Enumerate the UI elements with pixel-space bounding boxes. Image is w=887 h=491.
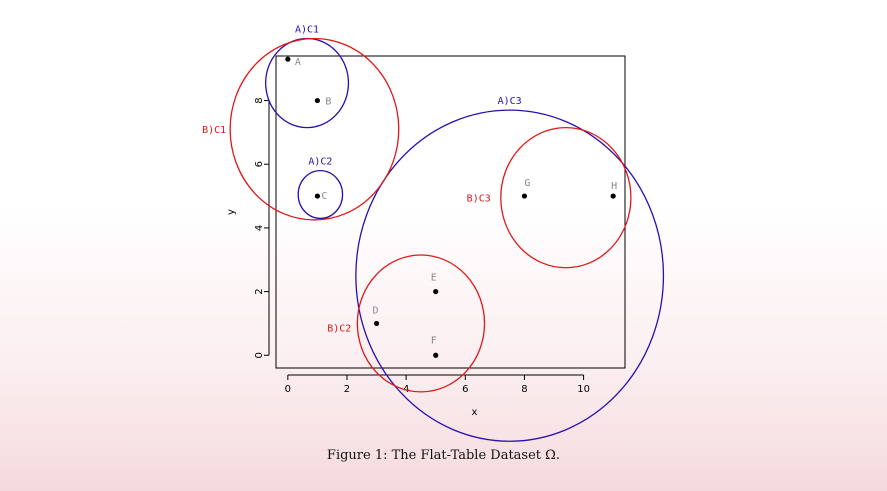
data-point [285,56,291,62]
data-point [610,193,616,199]
x-tick-label: 10 [577,384,590,395]
y-tick-label: 4 [254,225,265,231]
x-tick-label: 0 [285,384,291,395]
cluster-label: A)C2 [308,157,332,168]
x-tick-label: 6 [462,384,468,395]
data-point [314,193,321,199]
point-label: D [373,305,379,316]
data-point [314,97,321,104]
cluster-label: B)C1 [202,125,226,136]
data-point [433,352,439,358]
y-axis: 0 2 4 6 8 [254,97,270,358]
x-tick-label: 8 [521,384,527,395]
point-label: G [524,178,530,189]
x-tick-label: 2 [344,384,350,395]
y-tick-label: 0 [254,352,265,358]
cluster-label: B)C3 [467,194,491,205]
figure-caption: Figure 1: The Flat-Table Dataset Ω. [326,448,561,463]
x-axis: 0 2 4 6 8 10 [285,374,590,395]
point-label: H [611,181,617,192]
y-tick-label: 6 [254,161,265,167]
point-label: A [295,57,301,68]
cluster-circle [355,109,665,442]
x-axis-label: x [472,407,478,418]
data-point [521,193,528,199]
cluster-label: A)C3 [498,96,522,107]
cluster-circle [356,254,486,393]
point-label: C [321,191,327,202]
data-point [373,320,380,327]
y-axis-label: y [226,209,237,215]
cluster-circle [297,169,344,220]
point-label: F [431,335,437,346]
y-tick-label: 2 [254,288,265,294]
data-points: A B C D E F G H [285,56,617,358]
cluster-circle [264,37,350,129]
cluster-label: A)C1 [295,24,319,35]
point-label: E [431,273,437,284]
cluster-circle [500,126,632,269]
cluster-circles: A)C1 A)C2 A)C3 B)C1 B)C2 B)C3 [202,24,665,442]
point-label: B [325,97,331,108]
y-tick-label: 8 [254,97,265,103]
cluster-circle [229,37,400,221]
data-point [433,288,439,295]
plot-area [275,55,626,369]
cluster-label: B)C2 [327,323,351,334]
